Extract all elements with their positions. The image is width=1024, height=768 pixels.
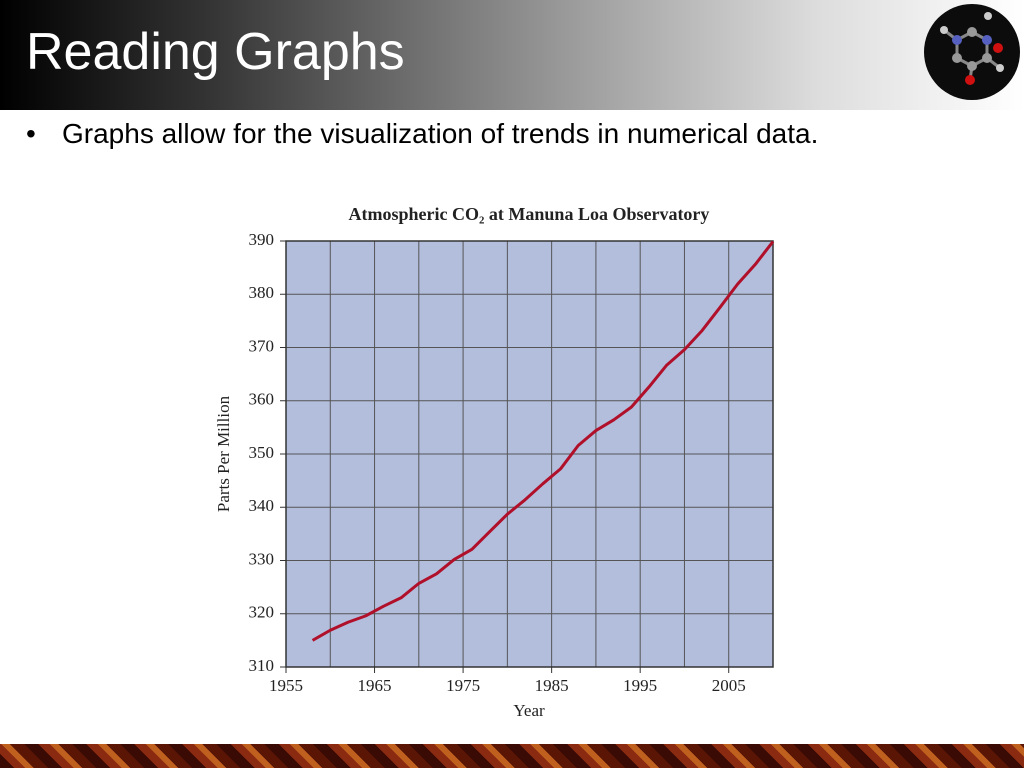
header-bar: Reading Graphs — [0, 0, 1024, 110]
y-tick-label: 340 — [249, 496, 275, 515]
chart: Atmospheric CO₂ at Manuna Loa Observator… — [214, 204, 775, 720]
y-tick-label: 320 — [249, 603, 275, 622]
y-tick-label: 390 — [249, 230, 275, 249]
data-line — [311, 240, 775, 642]
molecule-icon — [924, 4, 1020, 100]
x-tick-label: 1995 — [623, 676, 657, 695]
x-tick-label: 1985 — [535, 676, 569, 695]
footer-strip — [0, 744, 1024, 768]
bullet: Graphs allow for the visualization of tr… — [62, 118, 818, 150]
y-axis-label: Parts Per Million — [214, 395, 233, 512]
plot-border — [285, 240, 774, 668]
x-tick-label: 1965 — [358, 676, 392, 695]
y-tick-label: 330 — [249, 549, 275, 568]
slide-title: Reading Graphs — [26, 23, 405, 81]
y-tick-label: 380 — [249, 283, 275, 302]
bullet-list: Graphs allow for the visualization of tr… — [26, 118, 818, 150]
x-tick-label: 1975 — [446, 676, 480, 695]
x-tick-label: 2005 — [712, 676, 746, 695]
y-tick-label: 350 — [249, 443, 275, 462]
y-tick-label: 360 — [249, 390, 275, 409]
chart-title: Atmospheric CO₂ at Manuna Loa Observator… — [349, 204, 710, 224]
y-tick-label: 310 — [249, 656, 275, 675]
x-tick-label: 1955 — [269, 676, 303, 695]
y-tick-label: 370 — [249, 336, 275, 355]
x-axis-label: Year — [513, 701, 545, 720]
